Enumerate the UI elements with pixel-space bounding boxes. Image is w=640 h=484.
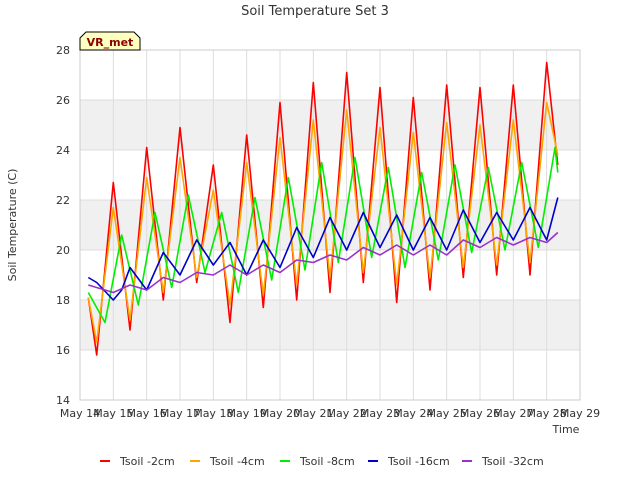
legend-label: Tsoil -4cm — [209, 455, 265, 468]
x-tick-label: May 17 — [160, 407, 200, 420]
y-tick-label: 18 — [56, 294, 70, 307]
site-badge-label: VR_met — [87, 36, 134, 49]
y-tick-label: 14 — [56, 394, 70, 407]
y-tick-label: 24 — [56, 144, 70, 157]
y-tick-label: 20 — [56, 244, 70, 257]
x-tick-label: May 26 — [460, 407, 500, 420]
y-tick-label: 16 — [56, 344, 70, 357]
y-tick-labels: 14 16 18 20 22 24 26 28 — [56, 44, 70, 407]
legend-label: Tsoil -16cm — [387, 455, 450, 468]
chart-title: Soil Temperature Set 3 — [241, 4, 389, 19]
x-tick-label: May 29 — [560, 407, 600, 420]
x-tick-label: May 22 — [327, 407, 367, 420]
plot-frame — [79, 49, 581, 401]
x-tick-label: May 24 — [393, 407, 433, 420]
legend-label: Tsoil -2cm — [119, 455, 175, 468]
y-tick-label: 26 — [56, 94, 70, 107]
site-badge-shape — [79, 31, 141, 51]
x-tick-label: May 20 — [260, 407, 300, 420]
x-tick-label: May 28 — [527, 407, 567, 420]
legend-label: Tsoil -8cm — [299, 455, 355, 468]
series-line-5 — [88, 231, 559, 294]
x-tick-label: May 14 — [60, 407, 100, 420]
grid-band — [80, 100, 580, 150]
y-axis-label: Soil Temperature (C) — [6, 169, 19, 282]
x-axis-label: Time — [552, 423, 580, 436]
x-tick-label: May 15 — [93, 407, 133, 420]
x-tick-label: May 27 — [493, 407, 533, 420]
x-tick-label: May 23 — [360, 407, 400, 420]
series-line-2 — [87, 101, 559, 344]
x-tick-label: May 19 — [227, 407, 267, 420]
legend: Tsoil -2cm Tsoil -4cm Tsoil -8cm Tsoil -16c… — [100, 455, 544, 468]
grid-band — [80, 300, 580, 350]
legend-label: Tsoil -32cm — [481, 455, 544, 468]
x-tick-label: May 21 — [293, 407, 333, 420]
y-tick-label: 22 — [56, 194, 70, 207]
x-tick-label: May 18 — [193, 407, 233, 420]
series-lines — [87, 61, 559, 356]
site-badge: VR_met — [79, 31, 141, 51]
y-tick-label: 28 — [56, 44, 70, 57]
series-line-3 — [87, 146, 559, 324]
x-tick-label: May 25 — [427, 407, 467, 420]
x-tick-label: May 16 — [127, 407, 167, 420]
